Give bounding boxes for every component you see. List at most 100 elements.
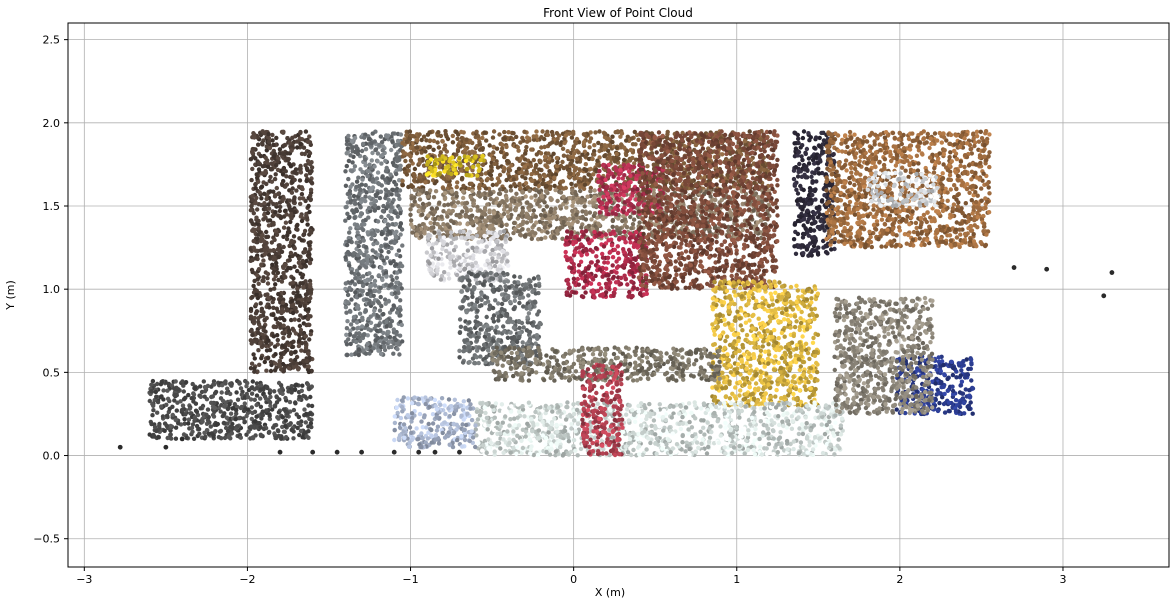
point: [296, 260, 302, 265]
point: [508, 330, 513, 335]
point: [281, 323, 286, 328]
point: [293, 364, 299, 369]
point: [307, 170, 313, 176]
point: [524, 144, 529, 150]
point: [534, 170, 540, 176]
point: [375, 191, 380, 196]
point: [531, 276, 537, 281]
point: [466, 332, 471, 337]
point: [258, 325, 263, 330]
point: [307, 209, 312, 215]
point: [249, 177, 254, 183]
point: [488, 251, 493, 257]
point: [253, 302, 259, 307]
point: [281, 151, 286, 157]
point: [299, 192, 305, 197]
point: [558, 185, 564, 190]
point: [391, 327, 396, 332]
point: [377, 142, 382, 148]
point: [482, 130, 487, 135]
point: [289, 190, 295, 195]
point: [283, 220, 289, 225]
point: [533, 193, 538, 198]
point: [259, 184, 265, 189]
point: [554, 163, 560, 169]
point: [742, 139, 748, 144]
point: [383, 218, 388, 224]
point: [564, 205, 569, 210]
point: [282, 317, 287, 323]
point: [499, 301, 505, 307]
point: [446, 276, 452, 281]
point: [417, 160, 422, 166]
point: [417, 132, 422, 137]
point: [388, 209, 393, 214]
point: [487, 265, 492, 270]
point: [298, 201, 303, 206]
point: [372, 208, 377, 213]
point: [408, 212, 413, 217]
point: [507, 319, 512, 324]
point: [294, 188, 299, 193]
point: [482, 249, 487, 254]
point: [576, 150, 581, 155]
point: [275, 333, 280, 338]
point: [345, 211, 350, 216]
point: [580, 209, 585, 214]
point: [265, 210, 271, 216]
point: [277, 322, 282, 327]
point: [522, 233, 528, 238]
point: [298, 313, 303, 318]
point: [367, 351, 372, 356]
point: [269, 179, 275, 184]
point: [457, 317, 463, 322]
point: [496, 287, 501, 293]
point: [358, 167, 363, 172]
point: [365, 168, 370, 174]
point: [309, 165, 315, 170]
point: [531, 208, 536, 213]
point: [404, 133, 409, 138]
point: [548, 196, 553, 201]
point: [382, 297, 388, 302]
point: [479, 303, 484, 308]
point: [343, 255, 348, 260]
point: [254, 292, 259, 297]
point: [343, 286, 348, 292]
point: [349, 270, 354, 275]
point: [428, 220, 433, 226]
point: [396, 193, 401, 198]
point: [380, 277, 385, 283]
point: [381, 311, 386, 317]
point: [291, 276, 296, 281]
point: [460, 360, 466, 365]
point: [498, 230, 503, 235]
point: [524, 171, 529, 176]
point: [504, 251, 510, 256]
point: [425, 162, 430, 167]
point: [477, 331, 482, 336]
point: [353, 201, 358, 206]
point: [345, 146, 350, 151]
point: [308, 230, 314, 235]
point: [454, 184, 459, 190]
point: [467, 302, 472, 307]
point: [287, 331, 292, 336]
point: [281, 234, 286, 239]
point: [483, 262, 488, 268]
point: [441, 209, 446, 214]
point: [547, 223, 553, 228]
point: [356, 243, 361, 249]
point: [298, 170, 304, 175]
point: [560, 159, 565, 165]
point: [552, 183, 557, 189]
point: [544, 204, 550, 209]
point: [292, 317, 297, 322]
point: [440, 154, 445, 159]
point: [534, 129, 539, 134]
point: [630, 222, 636, 227]
point: [591, 201, 596, 206]
point: [538, 174, 543, 180]
point: [358, 205, 363, 210]
point: [369, 236, 374, 241]
